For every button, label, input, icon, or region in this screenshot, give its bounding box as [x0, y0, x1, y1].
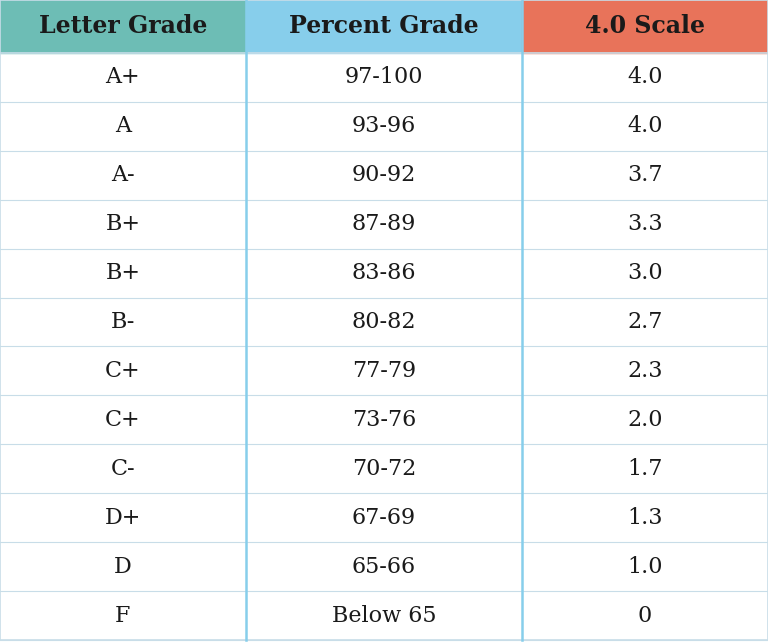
Text: 1.3: 1.3 — [627, 507, 663, 529]
Bar — [0, 493, 768, 542]
Bar — [0, 395, 768, 444]
Bar — [246, 0, 522, 53]
Text: 0: 0 — [638, 605, 652, 627]
Text: D+: D+ — [104, 507, 141, 529]
Bar — [0, 346, 768, 395]
Bar — [522, 0, 768, 53]
Text: 1.7: 1.7 — [627, 458, 663, 480]
Text: B-: B- — [111, 311, 135, 333]
Text: 4.0: 4.0 — [627, 115, 663, 137]
Bar — [0, 102, 768, 151]
Text: 2.0: 2.0 — [627, 409, 663, 431]
Text: 90-92: 90-92 — [352, 164, 416, 186]
Bar — [0, 200, 768, 249]
Text: 70-72: 70-72 — [352, 458, 416, 480]
Bar — [0, 542, 768, 591]
Text: 77-79: 77-79 — [352, 360, 416, 382]
Text: 3.7: 3.7 — [627, 164, 663, 186]
Text: F: F — [115, 605, 131, 627]
Text: B+: B+ — [105, 262, 141, 284]
Text: 2.3: 2.3 — [627, 360, 663, 382]
Bar — [0, 249, 768, 298]
Text: 67-69: 67-69 — [352, 507, 416, 529]
Text: D: D — [114, 556, 132, 578]
Text: 2.7: 2.7 — [627, 311, 663, 333]
Bar — [0, 298, 768, 346]
Text: Letter Grade: Letter Grade — [38, 14, 207, 39]
Text: A-: A- — [111, 164, 134, 186]
Text: 87-89: 87-89 — [352, 213, 416, 235]
Text: 83-86: 83-86 — [352, 262, 416, 284]
Text: 4.0: 4.0 — [627, 66, 663, 88]
Text: 65-66: 65-66 — [352, 556, 416, 578]
Text: Below 65: Below 65 — [332, 605, 436, 627]
Text: 93-96: 93-96 — [352, 115, 416, 137]
Text: 73-76: 73-76 — [352, 409, 416, 431]
Text: C-: C- — [111, 458, 135, 480]
Text: 80-82: 80-82 — [352, 311, 416, 333]
Text: B+: B+ — [105, 213, 141, 235]
Bar — [0, 53, 768, 102]
Text: 3.0: 3.0 — [627, 262, 663, 284]
Bar — [0, 151, 768, 200]
Bar — [0, 591, 768, 640]
Text: 3.3: 3.3 — [627, 213, 663, 235]
Text: C+: C+ — [105, 360, 141, 382]
Text: C+: C+ — [105, 409, 141, 431]
Bar — [0, 444, 768, 493]
Text: 97-100: 97-100 — [345, 66, 423, 88]
Text: A+: A+ — [105, 66, 141, 88]
Text: Percent Grade: Percent Grade — [290, 14, 478, 39]
Text: 1.0: 1.0 — [627, 556, 663, 578]
Text: A: A — [115, 115, 131, 137]
Bar — [0, 0, 246, 53]
Text: 4.0 Scale: 4.0 Scale — [585, 14, 705, 39]
